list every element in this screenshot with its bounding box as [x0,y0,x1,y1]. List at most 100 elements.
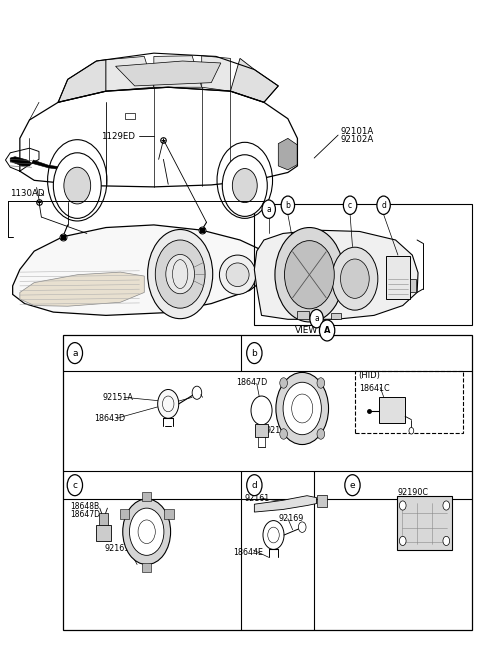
Circle shape [377,196,390,214]
Polygon shape [116,61,221,86]
Polygon shape [154,56,202,87]
Circle shape [251,396,272,425]
Circle shape [156,240,205,308]
Text: a: a [266,205,271,214]
Text: a: a [314,314,319,323]
Bar [99,513,108,525]
Circle shape [222,155,267,216]
Text: 18641C: 18641C [359,384,389,394]
Circle shape [283,382,322,435]
Bar [331,313,340,319]
Polygon shape [106,57,154,91]
Text: 18643D: 18643D [95,415,126,424]
Text: b: b [286,201,290,210]
Circle shape [262,200,276,218]
Polygon shape [125,114,135,119]
Bar [142,562,152,572]
Polygon shape [278,139,298,170]
Text: A: A [324,326,330,335]
Bar [63,335,472,630]
Polygon shape [230,58,278,102]
Polygon shape [20,272,144,306]
Bar [142,491,152,501]
Text: 92151A: 92151A [102,393,133,402]
Circle shape [247,342,262,363]
Circle shape [64,168,91,204]
Text: e: e [349,481,355,489]
Circle shape [166,254,194,294]
Text: 18647D: 18647D [70,510,100,519]
Bar [410,279,416,292]
Bar [254,204,472,325]
Polygon shape [58,60,106,102]
Circle shape [310,309,323,328]
Text: d: d [381,201,386,210]
Polygon shape [32,160,63,170]
Circle shape [67,342,83,363]
Circle shape [409,428,414,434]
Circle shape [53,153,101,218]
Text: (HID): (HID) [359,371,381,380]
Circle shape [192,386,202,399]
Circle shape [443,536,450,545]
Circle shape [317,378,324,388]
Text: 18648B: 18648B [70,503,99,511]
Bar [120,509,129,518]
Bar [164,509,174,518]
Bar [386,256,410,299]
Text: 92191B: 92191B [265,426,296,435]
Circle shape [399,536,406,545]
Circle shape [276,373,328,445]
Polygon shape [254,230,418,319]
Circle shape [345,475,360,495]
Text: VIEW: VIEW [295,326,319,335]
Text: b: b [252,349,257,357]
Bar [379,397,405,423]
Circle shape [275,227,344,322]
Text: 92102A: 92102A [340,135,374,143]
Circle shape [157,390,179,419]
Text: a: a [72,349,78,357]
Ellipse shape [226,263,249,286]
Circle shape [263,520,284,549]
Polygon shape [12,225,274,315]
Bar [317,495,327,507]
Circle shape [247,475,262,495]
Circle shape [443,501,450,510]
Bar [255,424,268,437]
Circle shape [232,169,257,202]
Circle shape [148,229,213,319]
Bar [355,371,463,434]
Circle shape [340,259,369,298]
Text: c: c [348,201,352,210]
Polygon shape [254,495,317,512]
Text: d: d [252,481,257,489]
Circle shape [67,475,83,495]
Polygon shape [10,157,32,166]
Polygon shape [202,56,230,91]
Text: 1129ED: 1129ED [101,132,135,141]
Circle shape [399,501,406,510]
Text: 92161: 92161 [245,495,270,503]
Circle shape [280,378,288,388]
Text: 1130AD: 1130AD [10,189,45,198]
Circle shape [299,522,306,532]
Text: 92101A: 92101A [340,127,374,136]
Circle shape [317,429,324,440]
Ellipse shape [219,255,256,294]
Circle shape [285,240,334,309]
Circle shape [332,247,378,310]
Circle shape [130,508,164,555]
Circle shape [280,429,288,440]
Bar [96,525,111,541]
Circle shape [320,320,335,341]
Circle shape [281,196,295,214]
Text: c: c [72,481,77,489]
Bar [397,496,452,550]
Text: 18647D: 18647D [236,378,267,387]
Text: 92161A: 92161A [105,543,136,553]
Text: 92190C: 92190C [398,488,429,497]
Text: 92169: 92169 [278,514,304,523]
Text: 18644E: 18644E [233,548,264,557]
Circle shape [123,499,170,564]
